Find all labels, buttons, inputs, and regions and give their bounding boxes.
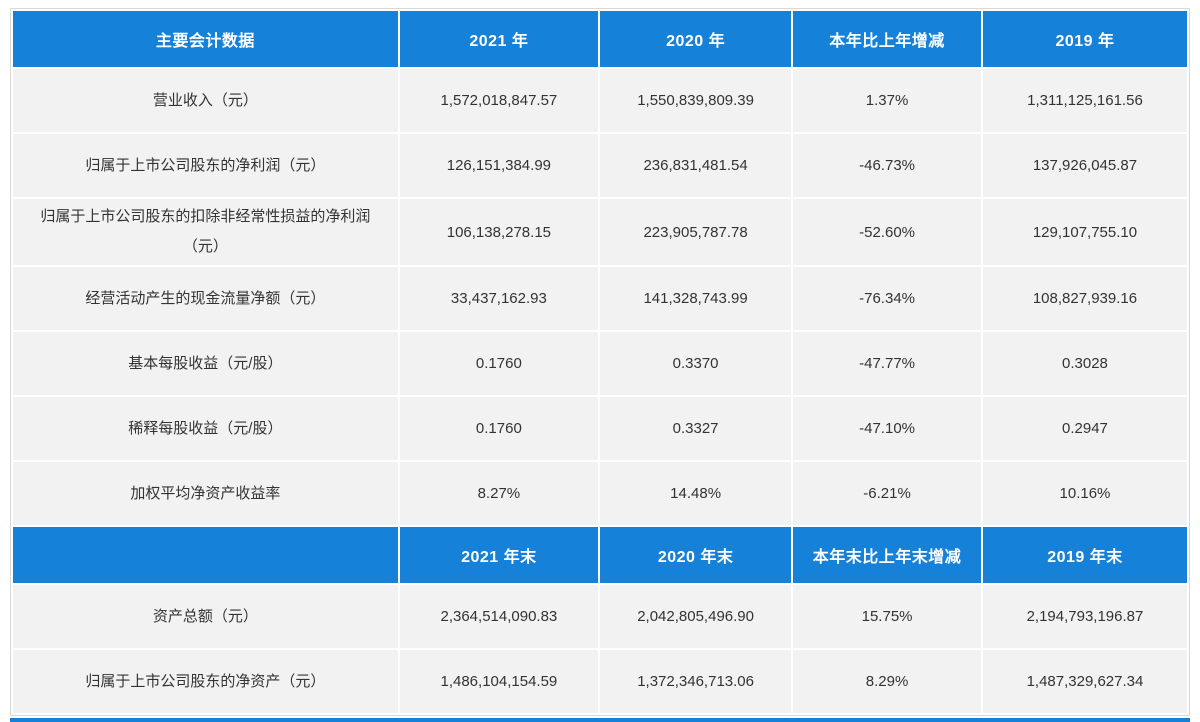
table-row: 资产总额（元） 2,364,514,090.83 2,042,805,496.90 1… <box>13 585 1187 648</box>
value-cell: 1,550,839,809.39 <box>599 69 792 132</box>
table-row: 稀释每股收益（元/股） 0.1760 0.3327 -47.10% 0.2947 <box>13 397 1187 460</box>
column-header: 主要会计数据 <box>13 11 398 67</box>
value-cell: -47.10% <box>793 397 981 460</box>
value-cell: 2,194,793,196.87 <box>982 585 1187 648</box>
value-cell: 0.3370 <box>599 332 792 395</box>
value-cell: 141,328,743.99 <box>599 267 792 330</box>
row-label: 资产总额（元） <box>13 585 398 648</box>
value-cell: 14.48% <box>599 462 792 525</box>
table-body: 主要会计数据 2021 年 2020 年本年比上年增减 2019 年营业收入（元） 1,… <box>13 11 1187 713</box>
value-cell: 1,372,346,713.06 <box>599 650 792 713</box>
column-header: 本年末比上年末增减 <box>793 527 981 583</box>
value-cell: 1,487,329,627.34 <box>982 650 1187 713</box>
column-header: 2020 年 <box>599 11 792 67</box>
value-cell: 1,486,104,154.59 <box>399 650 598 713</box>
header-row: 2021 年末 2020 年末 本年末比上年末增减 2019 年末 <box>13 527 1187 583</box>
value-cell: 15.75% <box>793 585 981 648</box>
table-row: 基本每股收益（元/股） 0.1760 0.3370 -47.77% 0.3028 <box>13 332 1187 395</box>
column-header: 2019 年 <box>982 11 1187 67</box>
value-cell: 129,107,755.10 <box>982 199 1187 265</box>
row-label: 经营活动产生的现金流量净额（元） <box>13 267 398 330</box>
value-cell: 0.1760 <box>399 397 598 460</box>
value-cell: 126,151,384.99 <box>399 134 598 197</box>
table-row: 归属于上市公司股东的扣除非经常性损益的净利润（元） 106,138,278.15 2… <box>13 199 1187 265</box>
key-accounting-data-table: 主要会计数据 2021 年 2020 年本年比上年增减 2019 年营业收入（元） 1,… <box>10 8 1190 716</box>
value-cell: -46.73% <box>793 134 981 197</box>
row-label: 归属于上市公司股东的净资产（元） <box>13 650 398 713</box>
row-label: 营业收入（元） <box>13 69 398 132</box>
value-cell: 1,572,018,847.57 <box>399 69 598 132</box>
value-cell: 106,138,278.15 <box>399 199 598 265</box>
column-header-empty <box>13 527 398 583</box>
row-label: 基本每股收益（元/股） <box>13 332 398 395</box>
row-label: 加权平均净资产收益率 <box>13 462 398 525</box>
row-label: 稀释每股收益（元/股） <box>13 397 398 460</box>
table-row: 归属于上市公司股东的净利润（元） 126,151,384.99 236,831,48… <box>13 134 1187 197</box>
value-cell: 0.1760 <box>399 332 598 395</box>
value-cell: 223,905,787.78 <box>599 199 792 265</box>
column-header: 2021 年末 <box>399 527 598 583</box>
value-cell: 10.16% <box>982 462 1187 525</box>
value-cell: 236,831,481.54 <box>599 134 792 197</box>
column-header: 2020 年末 <box>599 527 792 583</box>
column-header: 2019 年末 <box>982 527 1187 583</box>
value-cell: 137,926,045.87 <box>982 134 1187 197</box>
value-cell: -47.77% <box>793 332 981 395</box>
row-label: 归属于上市公司股东的净利润（元） <box>13 134 398 197</box>
value-cell: 0.3028 <box>982 332 1187 395</box>
value-cell: 2,364,514,090.83 <box>399 585 598 648</box>
value-cell: 0.2947 <box>982 397 1187 460</box>
value-cell: 108,827,939.16 <box>982 267 1187 330</box>
financial-table-container: 主要会计数据 2021 年 2020 年本年比上年增减 2019 年营业收入（元） 1,… <box>10 8 1190 722</box>
table-row: 归属于上市公司股东的净资产（元） 1,486,104,154.59 1,372,34… <box>13 650 1187 713</box>
table-row: 营业收入（元） 1,572,018,847.57 1,550,839,809.39 1… <box>13 69 1187 132</box>
value-cell: 0.3327 <box>599 397 792 460</box>
row-label: 归属于上市公司股东的扣除非经常性损益的净利润（元） <box>13 199 398 265</box>
table-row: 经营活动产生的现金流量净额（元） 33,437,162.93 141,328,743… <box>13 267 1187 330</box>
value-cell: 33,437,162.93 <box>399 267 598 330</box>
value-cell: 1,311,125,161.56 <box>982 69 1187 132</box>
page: { "colors": { "header_bg": "#1581d8", "h… <box>0 8 1200 722</box>
table-row: 加权平均净资产收益率 8.27% 14.48% -6.21% 10.16% <box>13 462 1187 525</box>
value-cell: 8.29% <box>793 650 981 713</box>
column-header: 本年比上年增减 <box>793 11 981 67</box>
value-cell: -6.21% <box>793 462 981 525</box>
value-cell: 2,042,805,496.90 <box>599 585 792 648</box>
value-cell: -52.60% <box>793 199 981 265</box>
header-row: 主要会计数据 2021 年 2020 年本年比上年增减 2019 年 <box>13 11 1187 67</box>
column-header: 2021 年 <box>399 11 598 67</box>
value-cell: 8.27% <box>399 462 598 525</box>
value-cell: -76.34% <box>793 267 981 330</box>
table-bottom-accent-bar <box>10 718 1190 722</box>
value-cell: 1.37% <box>793 69 981 132</box>
